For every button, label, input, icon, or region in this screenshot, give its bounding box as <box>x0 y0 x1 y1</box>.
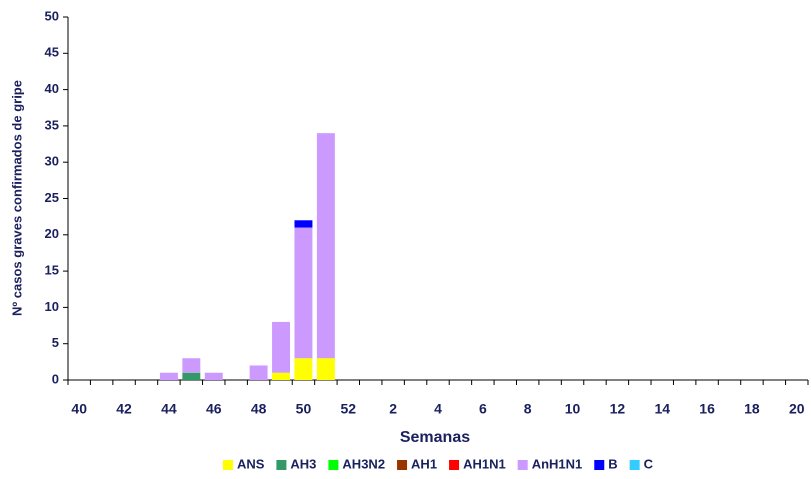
bar-segment <box>159 372 178 380</box>
x-tick-label: 42 <box>116 401 132 417</box>
bar-segment <box>316 358 335 380</box>
legend-swatch <box>594 460 605 470</box>
x-tick-label: 50 <box>296 401 312 417</box>
y-axis-title: Nº casos graves confirmados de gripe <box>9 80 24 316</box>
y-tick-label: 45 <box>45 45 59 60</box>
bar-segment <box>316 133 335 359</box>
x-tick-label: 20 <box>789 401 805 417</box>
legend-swatch <box>629 460 640 470</box>
legend-swatch <box>328 460 339 470</box>
bar-segment <box>294 220 313 228</box>
legend-swatch <box>449 460 460 470</box>
x-tick-label: 4 <box>434 401 442 417</box>
x-tick-label: 40 <box>71 401 87 417</box>
x-tick-label: 10 <box>565 401 581 417</box>
legend-swatch <box>517 460 528 470</box>
legend-label: B <box>608 456 617 471</box>
bar-segment <box>182 372 201 380</box>
bar-segment <box>272 372 290 380</box>
x-tick-label: 14 <box>654 401 670 417</box>
legend-swatch <box>222 460 233 470</box>
legend-swatch <box>397 460 408 470</box>
x-tick-label: 48 <box>251 401 267 417</box>
y-tick-label: 25 <box>45 190 59 205</box>
bar-segment <box>272 321 290 373</box>
x-tick-label: 16 <box>699 401 715 417</box>
y-tick-label: 0 <box>52 371 59 386</box>
y-tick-label: 40 <box>45 81 59 96</box>
bar-segment <box>182 358 201 373</box>
y-tick-label: 35 <box>45 117 59 132</box>
bar-segment <box>294 358 313 380</box>
bar-segment <box>249 365 268 380</box>
legend-label: AH3N2 <box>342 456 385 471</box>
legend-label: AnH1N1 <box>532 456 583 471</box>
x-tick-label: 12 <box>610 401 626 417</box>
x-tick-label: 44 <box>161 401 177 417</box>
bar-segment <box>204 372 223 380</box>
x-tick-label: 6 <box>479 401 487 417</box>
x-tick-label: 8 <box>524 401 532 417</box>
y-tick-label: 15 <box>45 263 59 278</box>
y-tick-label: 30 <box>45 154 59 169</box>
x-tick-label: 52 <box>341 401 357 417</box>
x-tick-label: 46 <box>206 401 222 417</box>
legend-label: AH1 <box>411 456 437 471</box>
legend-label: AH1N1 <box>463 456 506 471</box>
y-tick-label: 5 <box>52 335 59 350</box>
y-tick-label: 20 <box>45 226 59 241</box>
x-tick-label: 2 <box>389 401 397 417</box>
legend-label: AH3 <box>290 456 316 471</box>
legend-label: C <box>644 456 654 471</box>
y-tick-label: 50 <box>45 8 59 23</box>
legend-label: ANS <box>237 456 265 471</box>
legend-swatch <box>276 460 287 470</box>
bar-segment <box>294 227 313 359</box>
y-tick-label: 10 <box>45 299 59 314</box>
x-axis-title: Semanas <box>400 429 470 446</box>
x-tick-label: 18 <box>744 401 760 417</box>
